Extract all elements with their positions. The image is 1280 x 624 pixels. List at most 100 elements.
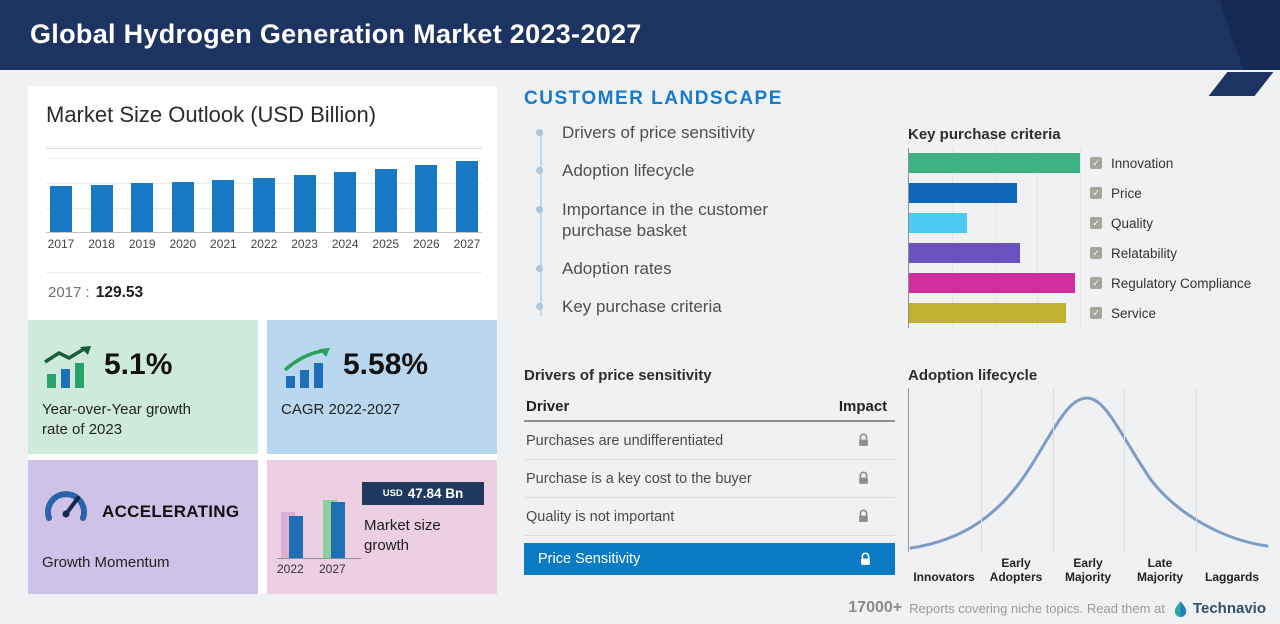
chart-baseline: [46, 232, 482, 233]
base-year-number: 129.53: [95, 284, 144, 301]
bar: [415, 165, 438, 232]
legend-item: ✓ Price: [1090, 178, 1251, 208]
bar-innovation: [909, 153, 1080, 173]
legend-item: ✓ Regulatory Compliance: [1090, 268, 1251, 298]
key-purchase-criteria-legend: ✓ Innovation ✓ Price ✓ Quality ✓ Relatabilit…: [1090, 148, 1251, 328]
bar-group: 2022: [251, 158, 277, 254]
legend-label: Relatability: [1111, 245, 1178, 261]
price-sensitivity-highlight-row: Price Sensitivity: [524, 543, 895, 575]
bar-group: 2017: [48, 158, 74, 254]
bar-group: 2018: [88, 158, 115, 254]
report-count: 17000+: [848, 599, 903, 616]
legend-item: ✓ Quality: [1090, 208, 1251, 238]
bar-group: 2027: [454, 158, 480, 254]
gridline: [1037, 148, 1039, 328]
adoption-lifecycle-labels: Innovators Early Adopters Early Majority…: [908, 556, 1268, 584]
bar: [252, 177, 275, 232]
checkbox-icon: ✓: [1090, 247, 1102, 259]
gridline: [46, 158, 482, 159]
bar: [212, 179, 235, 232]
driver-label: Purchases are undifferentiated: [526, 432, 724, 449]
landscape-item: Key purchase criteria: [536, 296, 860, 334]
x-tick-label: 2017: [47, 237, 75, 251]
landscape-item: Importance in the customer purchase bask…: [536, 199, 838, 259]
table-row: Purchases are undifferentiated: [524, 422, 895, 460]
bar-group: 2019: [128, 158, 156, 254]
yoy-label: Year-over-Year growth rate of 2023: [42, 401, 191, 439]
bar-quality: [909, 213, 968, 233]
legend-item: ✓ Relatability: [1090, 238, 1251, 268]
currency-label: USD: [382, 488, 403, 499]
bar: [374, 168, 397, 232]
x-tick-label: 2019: [128, 237, 156, 251]
key-purchase-criteria-title: Key purchase criteria: [908, 126, 1061, 143]
market-size-chart: 2017 2018 2019 2020 2021 2022 2023 2024 …: [46, 158, 482, 254]
price-sensitivity-title: Drivers of price sensitivity: [524, 367, 712, 384]
bar-price: [909, 183, 1017, 203]
timeline-line: [540, 130, 542, 316]
x-tick-label: 2027: [319, 562, 346, 576]
stage-label: Laggards: [1204, 570, 1259, 585]
technavio-leaf-icon: [1174, 600, 1187, 617]
cagr-label: CAGR 2022-2027: [281, 401, 401, 418]
x-tick-label: 2025: [372, 237, 400, 251]
checkbox-icon: ✓: [1090, 187, 1102, 199]
legend-label: Regulatory Compliance: [1111, 275, 1252, 291]
bar: [131, 183, 154, 232]
header-accent-parallelogram: [1208, 72, 1274, 96]
bar-group: 2025: [372, 158, 400, 254]
bar: [50, 186, 72, 232]
landscape-item: Adoption rates: [536, 258, 860, 296]
landscape-item: Drivers of price sensitivity: [536, 122, 860, 160]
driver-label: Purchase is a key cost to the buyer: [526, 470, 752, 487]
header-bar: Global Hydrogen Generation Market 2023-2…: [0, 0, 1280, 70]
legend-label: Quality: [1111, 215, 1154, 231]
yoy-value: 5.1%: [104, 348, 173, 381]
bar-group: [281, 500, 307, 558]
bar: [171, 181, 194, 232]
bell-curve: [909, 396, 1269, 550]
legend-label: Price: [1111, 185, 1142, 201]
bar-group: [323, 500, 349, 558]
stage-label: Late Majority: [1136, 556, 1183, 585]
gridline: [1080, 148, 1081, 328]
yoy-growth-box: 5.1% Year-over-Year growth rate of 2023: [28, 320, 258, 454]
bar-group: 2021: [210, 158, 237, 254]
x-tick-label: 2021: [210, 237, 237, 251]
growth-mini-chart: 2022 2027: [277, 496, 363, 576]
checkbox-icon: ✓: [1090, 157, 1102, 169]
technavio-logo[interactable]: Technavio: [1172, 600, 1266, 617]
chart-baseline: [277, 558, 361, 559]
legend-item: ✓ Innovation: [1090, 148, 1251, 178]
footer: 17000+ Reports covering niche topics. Re…: [848, 599, 1266, 617]
bar-growth-icon: [42, 346, 92, 395]
lock-icon: [858, 552, 873, 567]
brand-name: Technavio: [1192, 599, 1266, 617]
gridline: [980, 388, 982, 552]
growth-amount: 47.84 Bn: [407, 486, 464, 501]
x-tick-label: 2020: [169, 237, 197, 251]
momentum-label: Growth Momentum: [42, 554, 170, 571]
market-size-card: Market Size Outlook (USD Billion) 2017 2…: [28, 86, 497, 594]
checkbox-icon: ✓: [1090, 217, 1102, 229]
x-tick-label: 2022: [250, 237, 278, 251]
growth-amount-badge: USD 47.84 Bn: [362, 482, 484, 505]
x-tick-label: 2018: [88, 237, 115, 251]
bar: [293, 175, 316, 232]
adoption-lifecycle-title: Adoption lifecycle: [908, 367, 1038, 384]
divider: [46, 148, 482, 149]
bar: [334, 172, 357, 232]
highlight-label: Price Sensitivity: [538, 551, 641, 567]
page-title: Global Hydrogen Generation Market 2023-2…: [30, 19, 642, 49]
bar-series: 2017 2018 2019 2020 2021 2022 2023 2024 …: [48, 158, 480, 254]
legend-label: Innovation: [1111, 155, 1174, 171]
bar: [331, 502, 345, 558]
x-tick-label: 2023: [291, 237, 318, 251]
base-year-value: 2017 : 129.53: [48, 284, 143, 302]
lock-icon: [856, 433, 871, 448]
trend-up-icon: [281, 346, 331, 395]
stage-label: Early Majority: [1064, 556, 1111, 585]
customer-landscape-title: CUSTOMER LANDSCAPE: [524, 88, 783, 109]
x-tick-label: 2024: [331, 237, 359, 251]
bar-group: 2024: [331, 158, 359, 254]
